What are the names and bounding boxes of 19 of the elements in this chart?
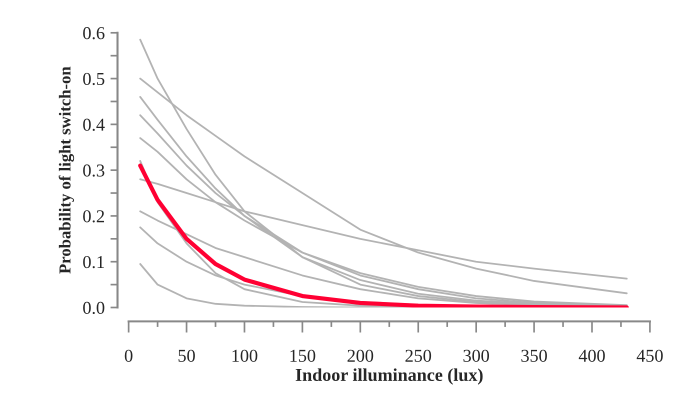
x-axis-title: Indoor illuminance (lux) [296,368,483,385]
y-tick-label: 0.6 [83,27,104,40]
y-axis-title: Probability of light switch-on [58,66,74,274]
x-tick-label: 250 [405,350,432,362]
y-tick-label: 0.2 [83,210,104,222]
y-tick-label: 0.5 [83,72,104,86]
x-tick-label: 300 [463,350,490,362]
x-tick-label: 350 [521,350,547,362]
y-tick-label: 0.3 [83,164,104,177]
x-tick-label: 0 [124,350,132,362]
x-tick-label: 200 [348,350,374,362]
x-tick-label: 150 [290,350,316,362]
x-tick-label: 50 [178,350,195,362]
x-tick-label: 400 [578,350,605,362]
x-tick-label: 450 [636,350,663,362]
y-tick-label: 0.4 [83,118,105,131]
y-tick-label: 0.1 [83,256,104,268]
x-tick-label: 100 [232,350,258,362]
y-tick-label: 0.0 [83,302,104,314]
